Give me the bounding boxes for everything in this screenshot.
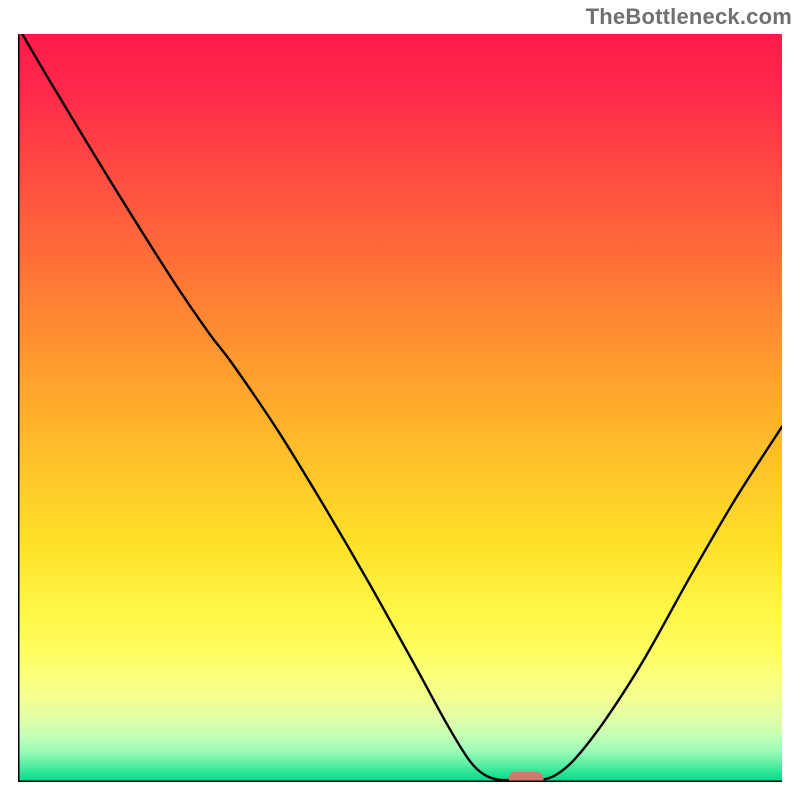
plot-area bbox=[18, 34, 782, 782]
axes bbox=[18, 34, 782, 782]
watermark-text: TheBottleneck.com bbox=[586, 4, 792, 30]
chart-root: TheBottleneck.com bbox=[0, 0, 800, 800]
